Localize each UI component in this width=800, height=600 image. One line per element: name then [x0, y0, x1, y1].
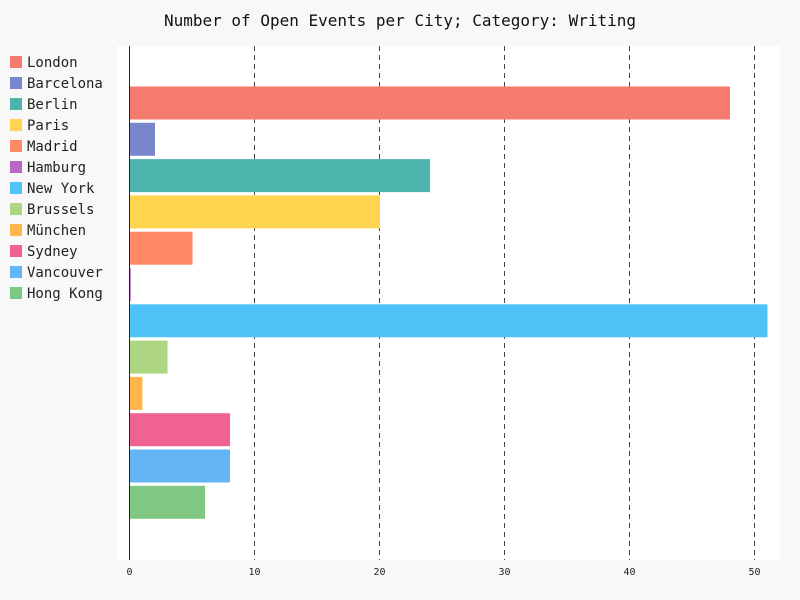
- bar: [129, 376, 143, 410]
- plot-area: [117, 46, 780, 560]
- bar: [129, 159, 430, 193]
- legend-label: Vancouver: [27, 265, 103, 281]
- legend-swatch: [10, 287, 22, 299]
- x-axis-ticks: 0 10 20 30 40 50: [126, 567, 760, 578]
- legend-swatch: [10, 56, 22, 68]
- bar: [129, 86, 730, 120]
- legend-swatch: [10, 98, 22, 110]
- x-tick-label: 30: [498, 567, 510, 578]
- bar: [129, 304, 768, 338]
- legend-label: Barcelona: [27, 76, 103, 92]
- legend-label: Berlin: [27, 97, 78, 113]
- bar: [129, 340, 168, 374]
- legend-label: Paris: [27, 118, 69, 134]
- legend-label: Madrid: [27, 139, 78, 155]
- bar: [129, 485, 205, 519]
- bar: [129, 195, 380, 229]
- x-tick-label: 0: [126, 567, 132, 578]
- x-tick-label: 10: [248, 567, 260, 578]
- legend-swatch: [10, 182, 22, 194]
- legend-swatch: [10, 161, 22, 173]
- legend-swatch: [10, 224, 22, 236]
- legend-swatch: [10, 77, 22, 89]
- bar: [129, 231, 193, 265]
- legend-label: Hong Kong: [27, 286, 103, 302]
- x-tick-label: 20: [373, 567, 385, 578]
- grid-lines: [254, 46, 755, 560]
- legend: London Barcelona Berlin Paris Madrid Hamburg N…: [10, 55, 103, 302]
- legend-label: Sydney: [27, 244, 78, 260]
- legend-label: London: [27, 55, 78, 71]
- legend-swatch: [10, 266, 22, 278]
- bar: [129, 413, 230, 447]
- legend-label: Hamburg: [27, 160, 86, 176]
- legend-swatch: [10, 119, 22, 131]
- bar: [129, 449, 230, 483]
- x-tick-label: 50: [748, 567, 760, 578]
- legend-label: New York: [27, 181, 95, 197]
- legend-label: München: [27, 223, 86, 239]
- legend-swatch: [10, 140, 22, 152]
- chart-title: Number of Open Events per City; Category…: [164, 11, 636, 30]
- x-tick-label: 40: [623, 567, 635, 578]
- legend-swatch: [10, 203, 22, 215]
- legend-swatch: [10, 245, 22, 257]
- bar: [129, 122, 155, 156]
- legend-label: Brussels: [27, 202, 94, 218]
- bars: [129, 86, 768, 519]
